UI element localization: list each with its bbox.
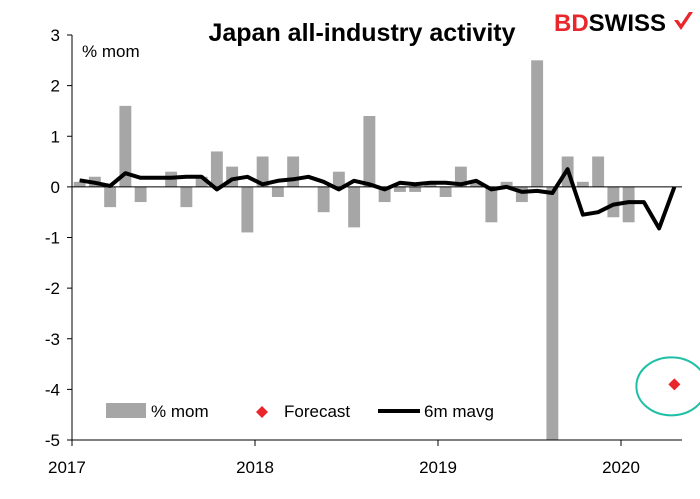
bar [241, 186, 254, 233]
brand-check-icon [674, 12, 693, 30]
bar [485, 186, 498, 223]
brand-text: BDSWISS [554, 10, 666, 37]
legend-label-forecast: Forecast [284, 402, 350, 421]
bar [454, 166, 467, 187]
chart-title: Japan all-industry activity [208, 19, 515, 47]
x-tick-labels: 2017 2018 2019 2020 [48, 458, 640, 477]
y-tick-label: -4 [45, 380, 60, 399]
bar [531, 60, 544, 187]
y-tick-label: -3 [45, 330, 60, 349]
bar [515, 186, 528, 203]
bar [195, 176, 208, 187]
bar [622, 186, 635, 223]
forecast-highlight-circle [635, 356, 700, 417]
bar [546, 186, 559, 440]
legend-swatch-bars [106, 403, 146, 418]
y-tick-label: 2 [51, 77, 60, 96]
y-tick-label: 3 [51, 26, 60, 45]
bar [393, 186, 406, 192]
brand-prefix: BD [554, 10, 589, 37]
y-tick-label: 0 [51, 178, 60, 197]
bar [317, 186, 330, 213]
legend-label-bars: % mom [151, 402, 209, 421]
bar [134, 186, 147, 203]
legend-label-line: 6m mavg [424, 402, 494, 421]
y-tick-label: -2 [45, 279, 60, 298]
bar [73, 181, 86, 187]
x-tick-label: 2017 [48, 458, 86, 477]
y-axis-label: % mom [82, 42, 140, 61]
axes [67, 34, 682, 446]
bar [119, 105, 132, 187]
bar [409, 186, 422, 192]
bar [363, 116, 376, 187]
legend: % mom Forecast 6m mavg [106, 402, 494, 421]
bar [439, 186, 452, 197]
y-tick-label: 1 [51, 127, 60, 146]
y-tick-labels: 3 2 1 0 -1 -2 -3 -4 -5 [45, 26, 60, 450]
bar [210, 151, 223, 187]
bar [180, 186, 193, 208]
bar [332, 171, 345, 187]
bar [607, 186, 620, 218]
line-series [79, 167, 677, 231]
legend-swatch-forecast [256, 406, 268, 418]
x-tick-label: 2020 [602, 458, 640, 477]
bar [592, 156, 605, 187]
bar [470, 181, 483, 187]
brand-logo: BDSWISS [554, 10, 693, 37]
forecast-series [668, 378, 681, 391]
x-tick-label: 2018 [236, 458, 274, 477]
bar-series [73, 60, 666, 440]
x-tick-label: 2019 [419, 458, 457, 477]
bar [104, 186, 117, 208]
line-6m-mavg [79, 167, 677, 231]
forecast-point [668, 378, 681, 391]
bar [226, 166, 239, 187]
bar [378, 186, 391, 203]
bar [348, 186, 361, 228]
brand-suffix: SWISS [589, 10, 666, 37]
bar [256, 156, 269, 187]
bar [287, 156, 300, 187]
y-tick-label: -1 [45, 229, 60, 248]
bar [576, 181, 589, 187]
annotation-layer [635, 356, 700, 417]
bar [500, 181, 513, 187]
y-tick-label: -5 [45, 431, 60, 450]
bar [271, 186, 284, 197]
